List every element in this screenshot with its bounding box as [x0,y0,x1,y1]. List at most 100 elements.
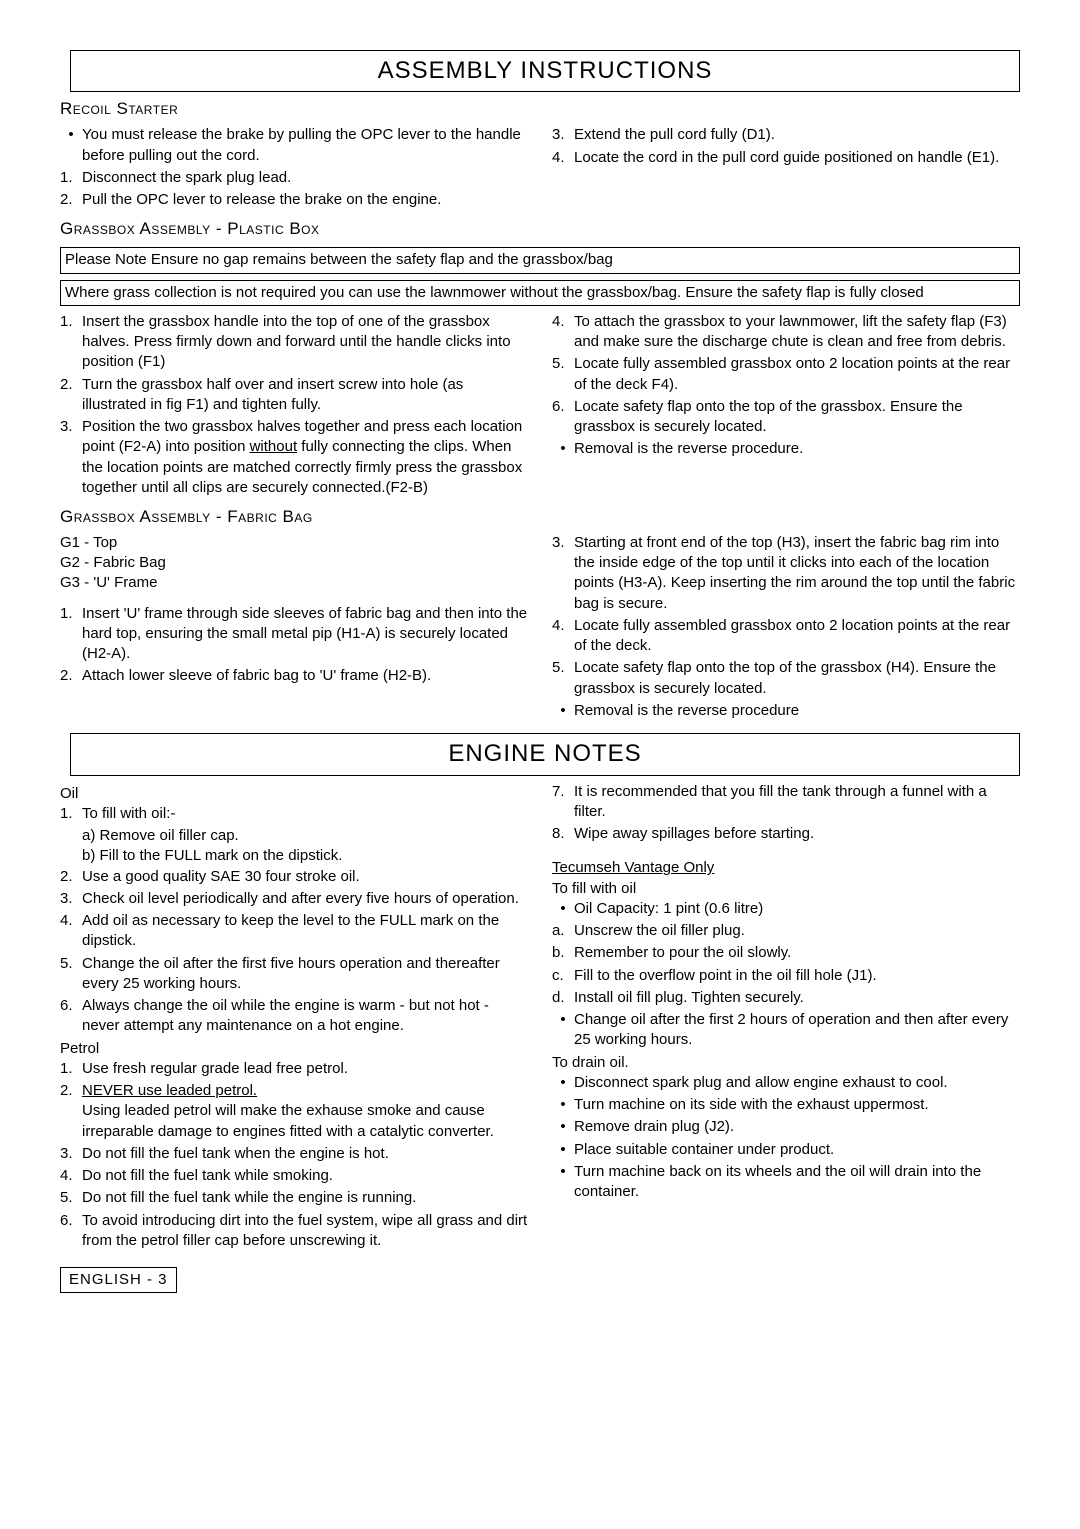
list-item: 1.Use fresh regular grade lead free petr… [60,1059,528,1079]
list-text: Locate safety flap onto the top of the g… [574,658,1020,699]
list-marker: 4. [552,312,574,332]
list-marker: 1. [60,312,82,332]
list-text: Oil Capacity: 1 pint (0.6 litre) [574,899,1020,919]
list-item: 3.Extend the pull cord fully (D1). [552,125,1020,145]
g1-label: G1 - Top [60,533,528,553]
g3-label: G3 - 'U' Frame [60,573,528,593]
list-text: Turn machine back on its wheels and the … [574,1162,1020,1203]
grassbox-fabric-left: G1 - Top G2 - Fabric Bag G3 - 'U' Frame … [60,533,528,723]
list-item: 6.To avoid introducing dirt into the fue… [60,1211,528,1252]
list-item: •Disconnect spark plug and allow engine … [552,1073,1020,1093]
list-marker: 5. [552,354,574,374]
list-text: Place suitable container under product. [574,1140,1020,1160]
list-item: 8.Wipe away spillages before starting. [552,824,1020,844]
list-item: 2.Pull the OPC lever to release the brak… [60,190,528,210]
list-marker: 2. [60,375,82,395]
note-box-1: Please Note Ensure no gap remains betwee… [60,247,1020,273]
list-marker: 3. [552,125,574,145]
g2-label: G2 - Fabric Bag [60,553,528,573]
list-item: 4.To attach the grassbox to your lawnmow… [552,312,1020,353]
list-text: Locate the cord in the pull cord guide p… [574,148,1020,168]
list-marker: 2. [60,666,82,686]
list-marker: c. [552,966,574,986]
list-item: 4.Locate fully assembled grassbox onto 2… [552,616,1020,657]
engine-right: 7.It is recommended that you fill the ta… [552,782,1020,1254]
list-item: 5.Locate fully assembled grassbox onto 2… [552,354,1020,395]
grassbox-plastic-left: 1.Insert the grassbox handle into the to… [60,312,528,500]
note-box-2: Where grass collection is not required y… [60,280,1020,306]
heading-grassbox-plastic: Grassbox Assembly - Plastic Box [60,218,1020,241]
list-text: Do not fill the fuel tank when the engin… [82,1144,528,1164]
petrol-heading: Petrol [60,1039,528,1059]
list-item: 2.Use a good quality SAE 30 four stroke … [60,867,528,887]
list-text: Wipe away spillages before starting. [574,824,1020,844]
list-text: To avoid introducing dirt into the fuel … [82,1211,528,1252]
list-text: Attach lower sleeve of fabric bag to 'U'… [82,666,528,686]
list-item: 5.Locate safety flap onto the top of the… [552,658,1020,699]
list-text: To fill with oil:- [82,804,528,824]
list-marker: 2. [60,1081,82,1101]
list-text: Removal is the reverse procedure [574,701,1020,721]
list-marker: 5. [552,658,574,678]
list-item: •Oil Capacity: 1 pint (0.6 litre) [552,899,1020,919]
list-text: Use a good quality SAE 30 four stroke oi… [82,867,528,887]
list-marker: 3. [60,889,82,909]
list-item: 3.Check oil level periodically and after… [60,889,528,909]
list-item: •Place suitable container under product. [552,1140,1020,1160]
engine-left: Oil 1.To fill with oil:-a) Remove oil fi… [60,782,528,1254]
list-text: Insert the grassbox handle into the top … [82,312,528,373]
oil-heading: Oil [60,784,528,804]
list-item: 3.Do not fill the fuel tank when the eng… [60,1144,528,1164]
list-text: Removal is the reverse procedure. [574,439,1020,459]
list-marker: 7. [552,782,574,802]
engine-columns: Oil 1.To fill with oil:-a) Remove oil fi… [60,782,1020,1254]
list-marker: • [552,1010,574,1030]
title-assembly: ASSEMBLY INSTRUCTIONS [70,50,1020,92]
list-marker: • [552,1140,574,1160]
list-text: Install oil fill plug. Tighten securely. [574,988,1020,1008]
list-text: Starting at front end of the top (H3), i… [574,533,1020,614]
heading-recoil: Recoil Starter [60,98,1020,121]
grassbox-fabric-columns: G1 - Top G2 - Fabric Bag G3 - 'U' Frame … [60,533,1020,723]
list-marker: 5. [60,1188,82,1208]
list-text: Pull the OPC lever to release the brake … [82,190,528,210]
list-item: •Change oil after the first 2 hours of o… [552,1010,1020,1051]
list-item: 2.Attach lower sleeve of fabric bag to '… [60,666,528,686]
list-item: •Turn machine back on its wheels and the… [552,1162,1020,1203]
list-marker: • [552,1117,574,1137]
list-marker: 1. [60,804,82,824]
list-text: Fill to the overflow point in the oil fi… [574,966,1020,986]
list-marker: 3. [552,533,574,553]
g-legend: G1 - Top G2 - Fabric Bag G3 - 'U' Frame [60,533,528,594]
page-footer: ENGLISH - 3 [60,1267,177,1293]
list-marker: 8. [552,824,574,844]
list-marker: 4. [552,148,574,168]
list-text: To attach the grassbox to your lawnmower… [574,312,1020,353]
list-subitem: a) Remove oil filler cap. [60,826,528,846]
list-item: 5.Do not fill the fuel tank while the en… [60,1188,528,1208]
list-text: NEVER use leaded petrol.Using leaded pet… [82,1081,528,1142]
list-text: Insert 'U' frame through side sleeves of… [82,604,528,665]
list-text: Remove drain plug (J2). [574,1117,1020,1137]
list-marker: • [552,701,574,721]
to-fill-heading: To fill with oil [552,879,1020,899]
list-marker: • [552,1162,574,1182]
recoil-right: 3.Extend the pull cord fully (D1).4.Loca… [552,125,1020,212]
list-item: 1.Disconnect the spark plug lead. [60,168,528,188]
list-marker: 3. [60,1144,82,1164]
grassbox-plastic-right: 4.To attach the grassbox to your lawnmow… [552,312,1020,500]
list-marker: 6. [60,1211,82,1231]
list-text: Position the two grassbox halves togethe… [82,417,528,498]
list-text: Unscrew the oil filler plug. [574,921,1020,941]
list-marker: 1. [60,1059,82,1079]
list-text: Do not fill the fuel tank while the engi… [82,1188,528,1208]
list-text: Extend the pull cord fully (D1). [574,125,1020,145]
list-text: Disconnect spark plug and allow engine e… [574,1073,1020,1093]
to-drain-heading: To drain oil. [552,1053,1020,1073]
list-marker: • [552,1073,574,1093]
list-marker: a. [552,921,574,941]
list-text: Change the oil after the first five hour… [82,954,528,995]
grassbox-fabric-right: 3.Starting at front end of the top (H3),… [552,533,1020,723]
title-engine: ENGINE NOTES [70,733,1020,775]
list-text: You must release the brake by pulling th… [82,125,528,166]
